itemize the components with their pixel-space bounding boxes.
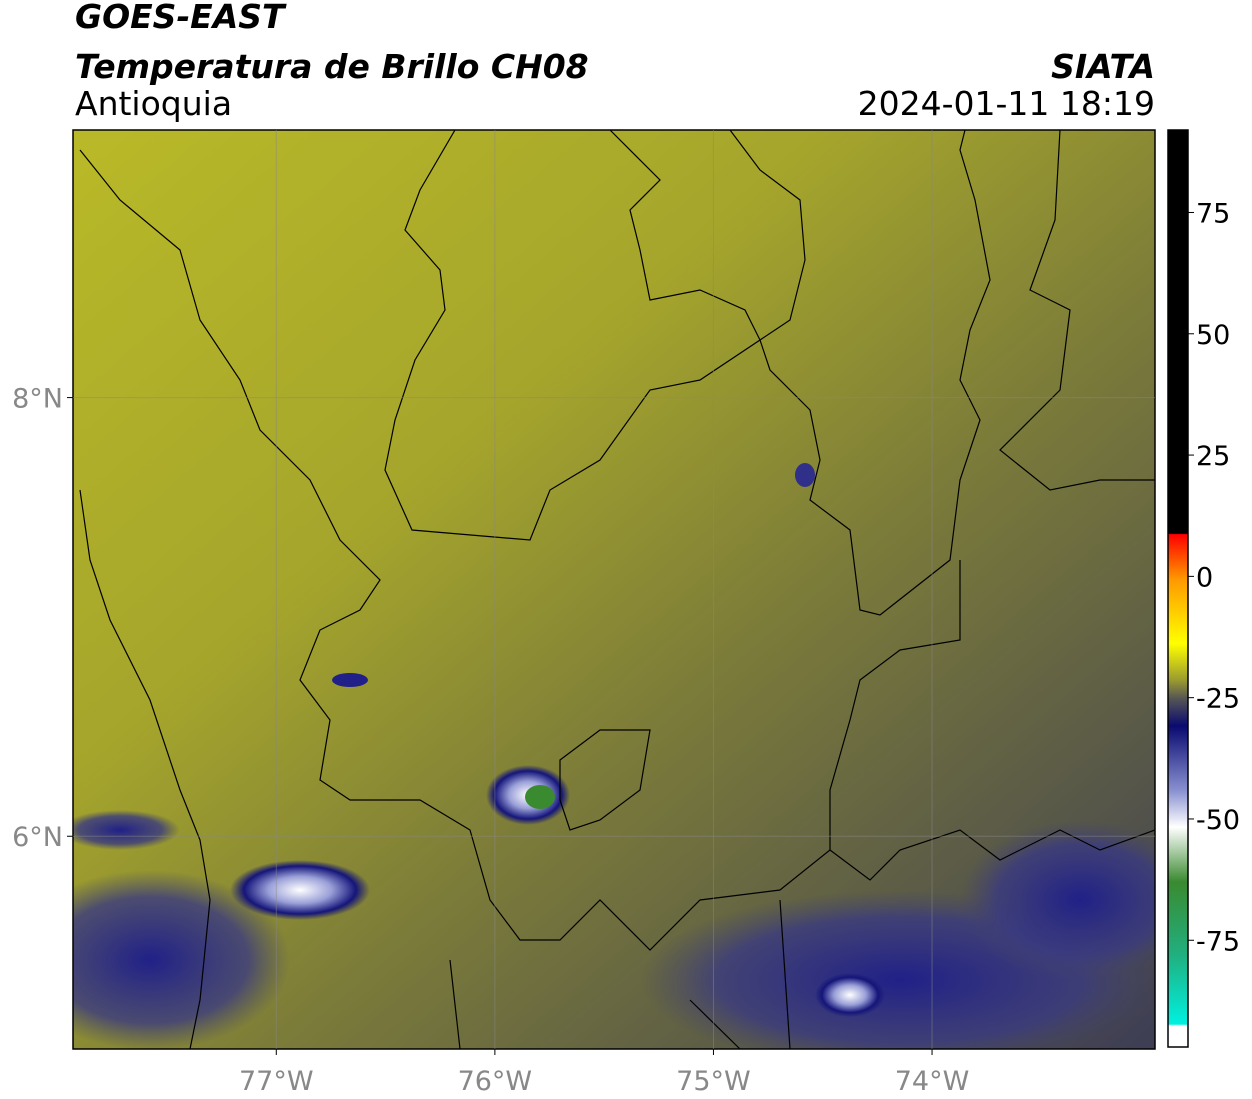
datetime: 2024-01-11 18:19 [858,84,1155,123]
colorbar-tick-label: -75 [1196,926,1240,957]
colorbar-tick-label: 75 [1196,198,1230,229]
subtitle: Temperatura de Brillo CH08 [75,47,589,86]
x-tick-label: 75°W [676,1066,751,1097]
colorbar-tick-label: 50 [1196,320,1230,351]
x-tick-label: 76°W [458,1066,533,1097]
colorbar-tick-label: 25 [1196,441,1230,472]
colorbar-tick-label: -50 [1196,805,1240,836]
y-tick-label: 6°N [12,822,63,853]
region: Antioquia [75,84,232,123]
colorbar-tick-label: -25 [1196,684,1240,715]
x-tick-label: 74°W [895,1066,970,1097]
source: SIATA [1051,47,1155,86]
map-image [73,130,1155,1049]
colorbar [1167,129,1189,1048]
colorbar-tick-label: 0 [1196,562,1213,593]
y-tick-label: 8°N [12,384,63,415]
x-tick-label: 77°W [239,1066,314,1097]
map-frame [72,129,1156,1050]
title: GOES-EAST [75,0,287,36]
